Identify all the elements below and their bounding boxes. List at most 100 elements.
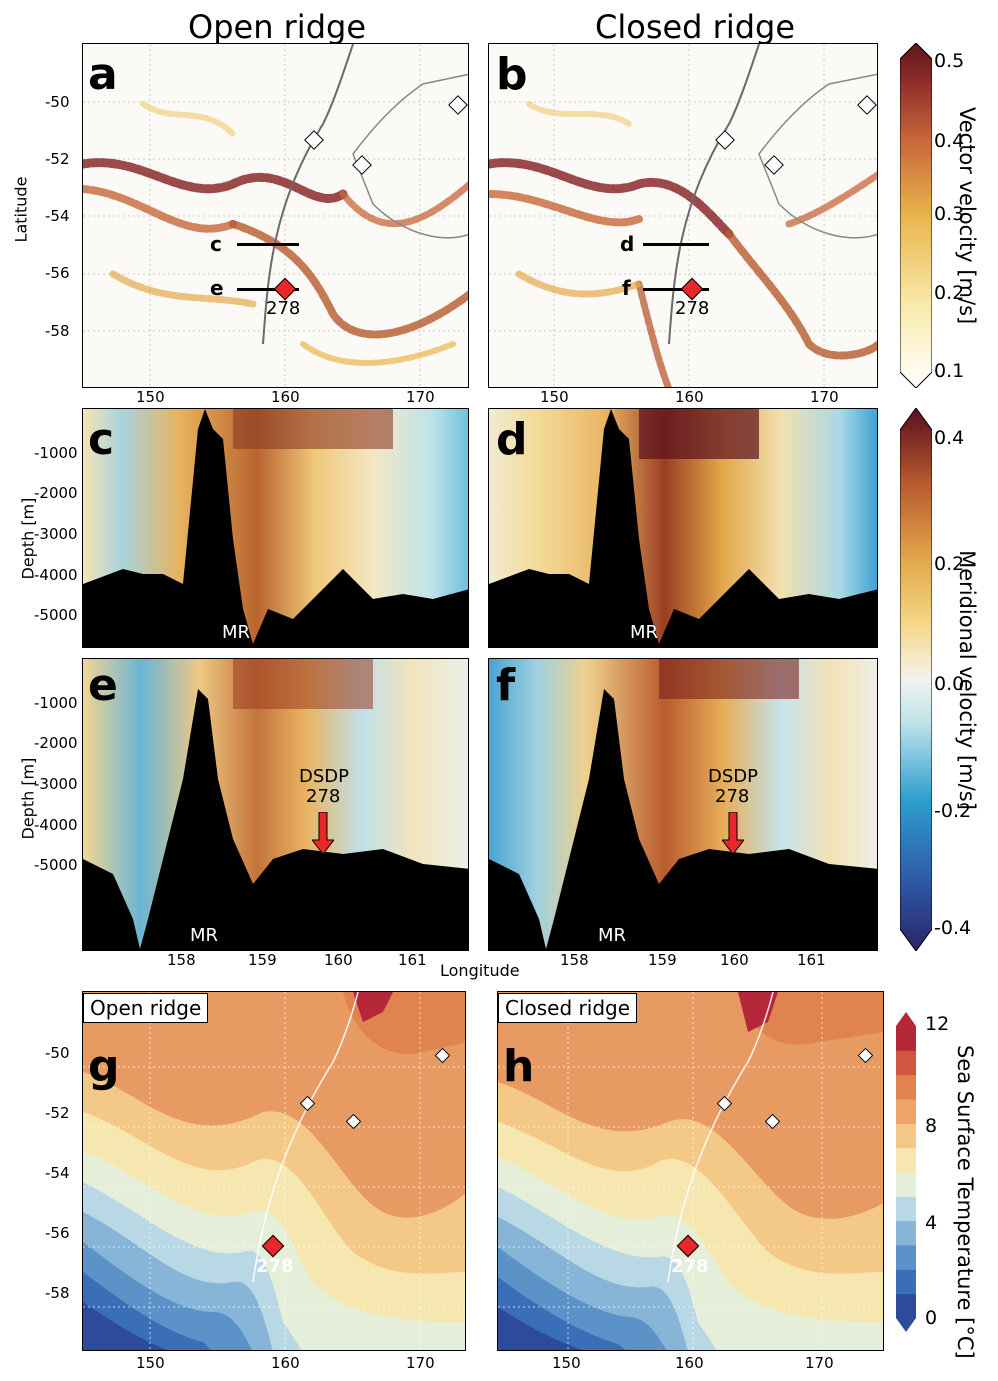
cb-sst-tick-1: 8 (925, 1115, 938, 1137)
cb-vec-tick-2: 0.3 (934, 203, 965, 225)
depth-tick-c-3: -3000 (34, 525, 78, 543)
lat-tick-a-5: -58 (45, 322, 70, 340)
lon-tick-h-160: 160 (675, 1354, 704, 1372)
lat-tick-a-1: -50 (45, 93, 70, 111)
lon-tick-g-170: 170 (406, 1354, 435, 1372)
sst-band (896, 1196, 916, 1222)
cb-sst-tick-2: 4 (925, 1212, 938, 1234)
depth-tick-e-1: -1000 (34, 694, 78, 712)
depth-label-c: Depth [m] (18, 497, 38, 580)
ridge-label-e: MR (190, 925, 219, 946)
section-label-f: f (622, 276, 631, 300)
lat-tick-g-4: -56 (45, 1224, 70, 1242)
sec-lon-f-158: 158 (560, 951, 589, 969)
cb-vec-tick-1: 0.4 (934, 130, 965, 152)
sst-band (896, 1074, 916, 1100)
cb-mer-tick-3: -0.2 (934, 800, 972, 822)
lon-tick-h-150: 150 (552, 1354, 581, 1372)
lat-tick-g-2: -52 (45, 1104, 70, 1122)
sst-title-open: Open ridge (83, 993, 209, 1023)
panel-a-map (82, 43, 469, 388)
lat-tick-a-2: -52 (45, 150, 70, 168)
panel-label-b: b (496, 49, 528, 100)
panel-f-field (489, 659, 877, 950)
panel-g-field (83, 992, 465, 1350)
colorbar-sst-title: Sea Surface Temperature [°C] (953, 1045, 977, 1359)
depth-tick-c-2: -2000 (34, 484, 78, 502)
sst-band (896, 1293, 916, 1319)
panel-label-c: c (88, 414, 115, 465)
section-line-f (643, 288, 709, 291)
depth-tick-e-3: -3000 (34, 775, 78, 793)
depth-tick-e-2: -2000 (34, 734, 78, 752)
sst-band (896, 1050, 916, 1076)
panel-label-d: d (496, 414, 528, 465)
section-label-e: e (210, 276, 224, 300)
panel-label-h: h (503, 1041, 535, 1092)
panel-b-field (489, 44, 877, 387)
sst-band (896, 1026, 916, 1051)
dsdp-label-e-2: 278 (306, 786, 341, 807)
lon-tick-b-160: 160 (675, 388, 704, 406)
panel-c-section (82, 408, 469, 648)
site-label-b: 278 (675, 298, 710, 319)
sst-band (896, 1245, 916, 1270)
colorbar-meridional-title: Meridional velocity [m/s] (955, 550, 979, 810)
sec-lon-f-159: 159 (648, 951, 677, 969)
panel-b-map (488, 43, 878, 388)
lon-tick-g-160: 160 (271, 1354, 300, 1372)
ridge-label-c: MR (222, 622, 251, 643)
panel-label-g: g (88, 1041, 120, 1092)
colorbar-vector (900, 43, 932, 388)
cb-sst-tick-0: 12 (925, 1013, 950, 1035)
sec-lon-e-159: 159 (248, 951, 277, 969)
depth-tick-e-4: -4000 (34, 816, 78, 834)
panel-g-map (82, 991, 466, 1351)
panel-c-field (83, 409, 468, 647)
panel-label-e: e (88, 660, 118, 711)
section-label-d: d (620, 232, 635, 256)
colorbar-meridional (900, 408, 932, 951)
site-label-h: 278 (671, 1256, 709, 1277)
dsdp-label-f-2: 278 (715, 786, 750, 807)
sst-title-closed: Closed ridge (498, 993, 638, 1023)
section-line-e (237, 288, 299, 291)
lat-tick-a-4: -56 (45, 264, 70, 282)
column-title-closed: Closed ridge (595, 8, 796, 46)
sec-lon-e-158: 158 (167, 951, 196, 969)
panel-d-section (488, 408, 878, 648)
section-line-d (643, 243, 709, 246)
dsdp-arrow-e (312, 812, 334, 854)
colorbar-vector-title: Vector velocity [m/s] (955, 107, 979, 325)
lat-tick-g-3: -54 (45, 1164, 70, 1182)
dsdp-label-f-1: DSDP (708, 766, 759, 787)
panel-label-f: f (496, 660, 516, 711)
sst-band (896, 1269, 916, 1295)
sec-lon-e-160: 160 (324, 951, 353, 969)
cb-sst-tick-3: 0 (925, 1307, 938, 1329)
sst-band (896, 1123, 916, 1149)
sec-lon-f-160: 160 (720, 951, 749, 969)
site-label-g: 278 (256, 1256, 294, 1277)
lat-tick-g-1: -50 (45, 1044, 70, 1062)
cb-mer-tick-2: 0.0 (934, 673, 965, 695)
sst-cap-top (896, 1012, 916, 1026)
lon-tick-a-150: 150 (136, 388, 165, 406)
sec-lon-e-161: 161 (398, 951, 427, 969)
lon-tick-b-170: 170 (810, 388, 839, 406)
sst-cap-bottom (896, 1318, 916, 1332)
cb-vec-tick-0: 0.5 (934, 50, 965, 72)
depth-tick-c-4: -4000 (34, 566, 78, 584)
ridge-label-f: MR (598, 925, 627, 946)
lon-tick-h-170: 170 (805, 1354, 834, 1372)
dsdp-label-e-1: DSDP (299, 766, 350, 787)
depth-tick-e-5: -5000 (34, 856, 78, 874)
column-title-open: Open ridge (188, 8, 366, 46)
sec-lon-f-161: 161 (797, 951, 826, 969)
lon-tick-a-160: 160 (271, 388, 300, 406)
lon-tick-g-150: 150 (136, 1354, 165, 1372)
lat-tick-a-3: -54 (45, 207, 70, 225)
panel-h-field (498, 992, 883, 1350)
panel-label-a: a (88, 49, 118, 100)
colorbar-sst (896, 1012, 916, 1332)
